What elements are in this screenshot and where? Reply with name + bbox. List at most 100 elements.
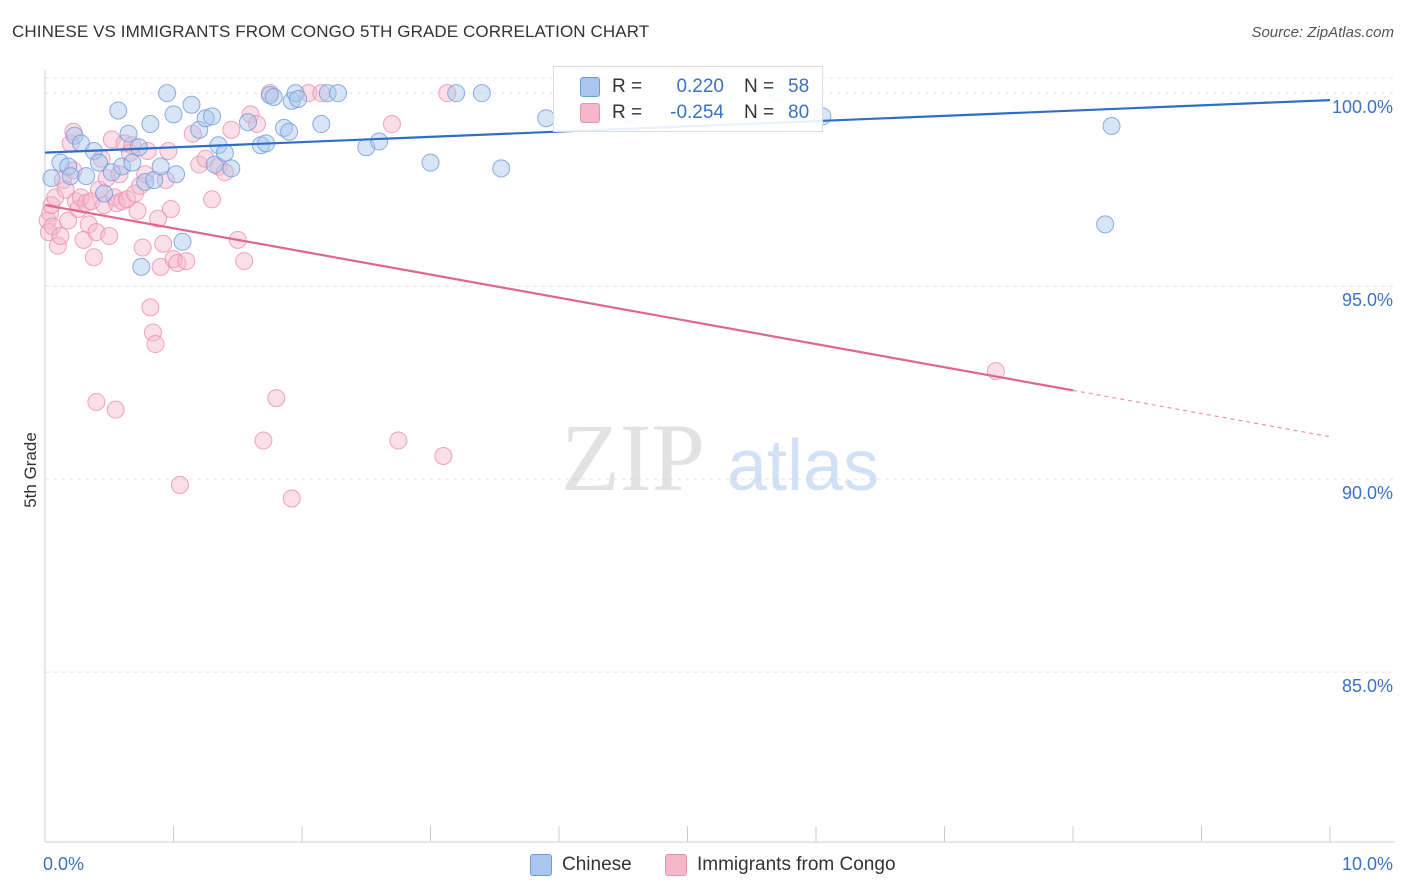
chinese-point [370, 132, 389, 151]
congo-point [115, 134, 134, 153]
r-label: R = [612, 76, 643, 97]
chinese-legend-label: Chinese [562, 854, 632, 875]
congo-point [389, 431, 408, 450]
chinese-point [205, 155, 224, 174]
chinese-swatch [580, 77, 600, 97]
congo-point [235, 252, 254, 271]
congo-point [170, 475, 189, 494]
congo-point [154, 234, 173, 253]
congo-point [143, 323, 162, 342]
chinese-point [89, 153, 108, 172]
chinese-point [182, 95, 201, 114]
chinese-point [280, 122, 299, 141]
legend-row-chinese: R = 0.220 N = 58 [580, 75, 809, 99]
chinese-point [318, 84, 337, 103]
congo-point [248, 115, 267, 134]
congo-point [282, 489, 301, 508]
correlation-legend: R = 0.220 N = 58 R = -0.254 N = 80 [553, 66, 823, 132]
congo-point [382, 115, 401, 134]
chinese-point [264, 88, 283, 107]
chinese-point [61, 167, 80, 186]
congo-point [267, 389, 286, 408]
y-tick-label: 100.0% [1332, 97, 1393, 117]
congo-point [254, 431, 273, 450]
congo-point [136, 165, 155, 184]
gridlines [45, 77, 1395, 673]
chinese-point [1096, 215, 1115, 234]
congo-point [43, 217, 62, 236]
congo-point [138, 142, 157, 161]
y-tick-label: 90.0% [1342, 483, 1393, 503]
chinese-point [239, 113, 258, 132]
congo-legend-swatch [665, 854, 687, 876]
chinese-point [158, 84, 177, 103]
chinese-point [123, 153, 142, 172]
chinese-point [222, 159, 241, 178]
congo-point [168, 254, 187, 272]
chinese-point [215, 143, 234, 162]
congo-point [299, 84, 318, 103]
x-tick-label-max: 10.0% [1342, 854, 1393, 874]
chinese-point [65, 126, 84, 145]
congo-point [59, 211, 78, 230]
n-label: N = [744, 102, 775, 123]
chinese-point [190, 120, 209, 139]
legend-row-congo: R = -0.254 N = 80 [580, 101, 809, 125]
chinese-point [95, 184, 114, 203]
legend-item-chinese[interactable]: Chinese [530, 851, 632, 879]
congo-point [71, 188, 90, 207]
congo-point [51, 226, 70, 245]
chinese-point [312, 115, 331, 134]
congo-point [203, 190, 222, 209]
chinese-point [42, 169, 61, 188]
y-tick-label: 85.0% [1342, 676, 1393, 696]
chinese-points [42, 84, 1121, 276]
x-tick-label-min: 0.0% [43, 854, 84, 874]
chinese-point [173, 232, 192, 251]
congo-point [177, 252, 196, 271]
congo-point [159, 142, 178, 161]
congo-point [141, 298, 160, 317]
congo-point [56, 180, 75, 199]
congo-point [79, 215, 98, 234]
chinese-point [421, 153, 440, 172]
chinese-point [167, 165, 186, 184]
n-value: 80 [788, 102, 810, 123]
congo-trend-extension [1072, 389, 1331, 438]
watermark-atlas: atlas [727, 426, 879, 506]
congo-trend-line [44, 204, 1074, 392]
chinese-point [203, 107, 222, 126]
chinese-point [136, 172, 155, 191]
chinese-point [109, 101, 128, 120]
congo-point [100, 226, 119, 245]
n-label: N = [744, 76, 775, 97]
chinese-point [472, 84, 491, 103]
chinese-point [119, 124, 138, 143]
congo-point [106, 400, 125, 419]
chinese-point [492, 159, 511, 178]
chinese-point [196, 109, 215, 128]
series-legend: Chinese Immigrants from Congo [0, 851, 1406, 879]
legend-item-congo[interactable]: Immigrants from Congo [665, 851, 896, 879]
congo-point [87, 392, 106, 411]
congo-legend-label: Immigrants from Congo [697, 854, 896, 875]
chinese-point [113, 157, 132, 176]
chart-title: CHINESE VS IMMIGRANTS FROM CONGO 5TH GRA… [12, 22, 650, 41]
congo-point [434, 447, 453, 465]
chinese-point [447, 84, 466, 103]
chinese-point [77, 167, 96, 186]
watermark-zip: ZIP [561, 404, 705, 511]
chinese-point [1102, 116, 1121, 135]
congo-point [128, 201, 147, 220]
y-tick-label: 95.0% [1342, 290, 1393, 310]
congo-point [161, 199, 180, 218]
chinese-point [289, 89, 308, 108]
congo-point [149, 209, 168, 228]
chinese-point [328, 84, 347, 103]
y-tick-labels: 100.0% 95.0% 90.0% 85.0% [1332, 97, 1393, 696]
congo-point [222, 120, 241, 139]
chinese-legend-swatch [530, 854, 552, 876]
x-tick-labels: 0.0% 10.0% [43, 854, 1393, 874]
chinese-point [151, 157, 170, 176]
n-value: 58 [788, 76, 810, 97]
